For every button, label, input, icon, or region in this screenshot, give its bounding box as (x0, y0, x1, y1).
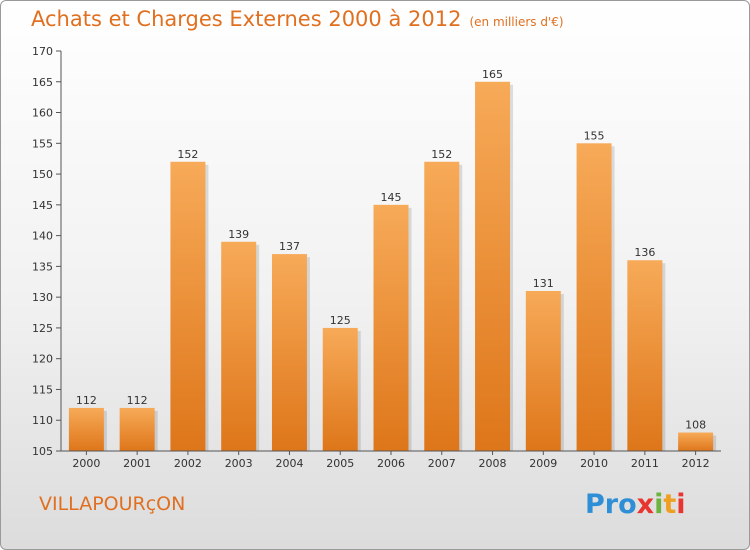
x-tick-label: 2007 (428, 457, 456, 470)
y-tick-label: 135 (32, 260, 53, 273)
chart-title: Achats et Charges Externes 2000 à 2012 (e… (31, 7, 564, 31)
data-label: 152 (431, 148, 452, 161)
y-tick-label: 130 (32, 291, 53, 304)
data-label: 112 (76, 394, 97, 407)
bar (322, 327, 358, 451)
data-label: 112 (127, 394, 148, 407)
logo-part: i (654, 489, 664, 520)
y-tick-label: 145 (32, 199, 53, 212)
data-label: 152 (177, 148, 198, 161)
bar (627, 260, 663, 451)
y-tick-label: 105 (32, 445, 53, 458)
y-tick-label: 150 (32, 168, 53, 181)
y-tick-label: 110 (32, 414, 53, 427)
x-tick-label: 2012 (682, 457, 710, 470)
bar (170, 161, 206, 451)
y-tick-label: 120 (32, 353, 53, 366)
city-name: VILLAPOURçON (39, 493, 186, 515)
bars-group (68, 81, 717, 452)
data-label: 108 (685, 419, 706, 432)
data-label: 145 (381, 191, 402, 204)
x-tick-label: 2011 (631, 457, 659, 470)
logo-part: t (663, 489, 677, 520)
x-tick-label: 2009 (529, 457, 557, 470)
proxiti-logo: Proxiti (585, 489, 686, 520)
data-label: 136 (634, 246, 655, 259)
x-tick-label: 2006 (377, 457, 405, 470)
bar (68, 407, 104, 451)
bar (221, 241, 257, 451)
x-tick-label: 2000 (72, 457, 100, 470)
x-tick-label: 2004 (275, 457, 303, 470)
x-tick-label: 2005 (326, 457, 354, 470)
data-label: 137 (279, 240, 300, 253)
data-label: 125 (330, 314, 351, 327)
bar (373, 204, 409, 451)
bar (678, 432, 714, 451)
y-tick-label: 160 (32, 107, 53, 120)
chart-title-text: Achats et Charges Externes 2000 à 2012 (31, 7, 462, 31)
logo-part: i (676, 489, 686, 520)
x-tick-label: 2010 (580, 457, 608, 470)
bar (119, 407, 155, 451)
x-tick-label: 2001 (123, 457, 151, 470)
y-tick-label: 165 (32, 76, 53, 89)
data-label: 165 (482, 68, 503, 81)
bar (271, 254, 307, 451)
x-tick-label: 2008 (479, 457, 507, 470)
chart-unit: (en milliers d'€) (469, 15, 564, 29)
y-tick-label: 170 (32, 45, 53, 58)
bar (576, 143, 612, 452)
y-tick-label: 125 (32, 322, 53, 335)
y-tick-label: 115 (32, 383, 53, 396)
logo-part: x (636, 489, 655, 520)
x-tick-label: 2002 (174, 457, 202, 470)
bar (525, 291, 561, 451)
axes-group: 105 110 115 120 125 130 135 140 145 150 155 160 165 1… (32, 45, 721, 470)
bar (424, 161, 460, 451)
y-tick-label: 155 (32, 137, 53, 150)
data-label: 131 (533, 277, 554, 290)
x-tick-label: 2003 (225, 457, 253, 470)
y-tick-label: 140 (32, 230, 53, 243)
data-label: 139 (228, 228, 249, 241)
logo-part: Pro (585, 489, 637, 520)
bar (475, 81, 511, 452)
data-label: 155 (584, 129, 605, 142)
